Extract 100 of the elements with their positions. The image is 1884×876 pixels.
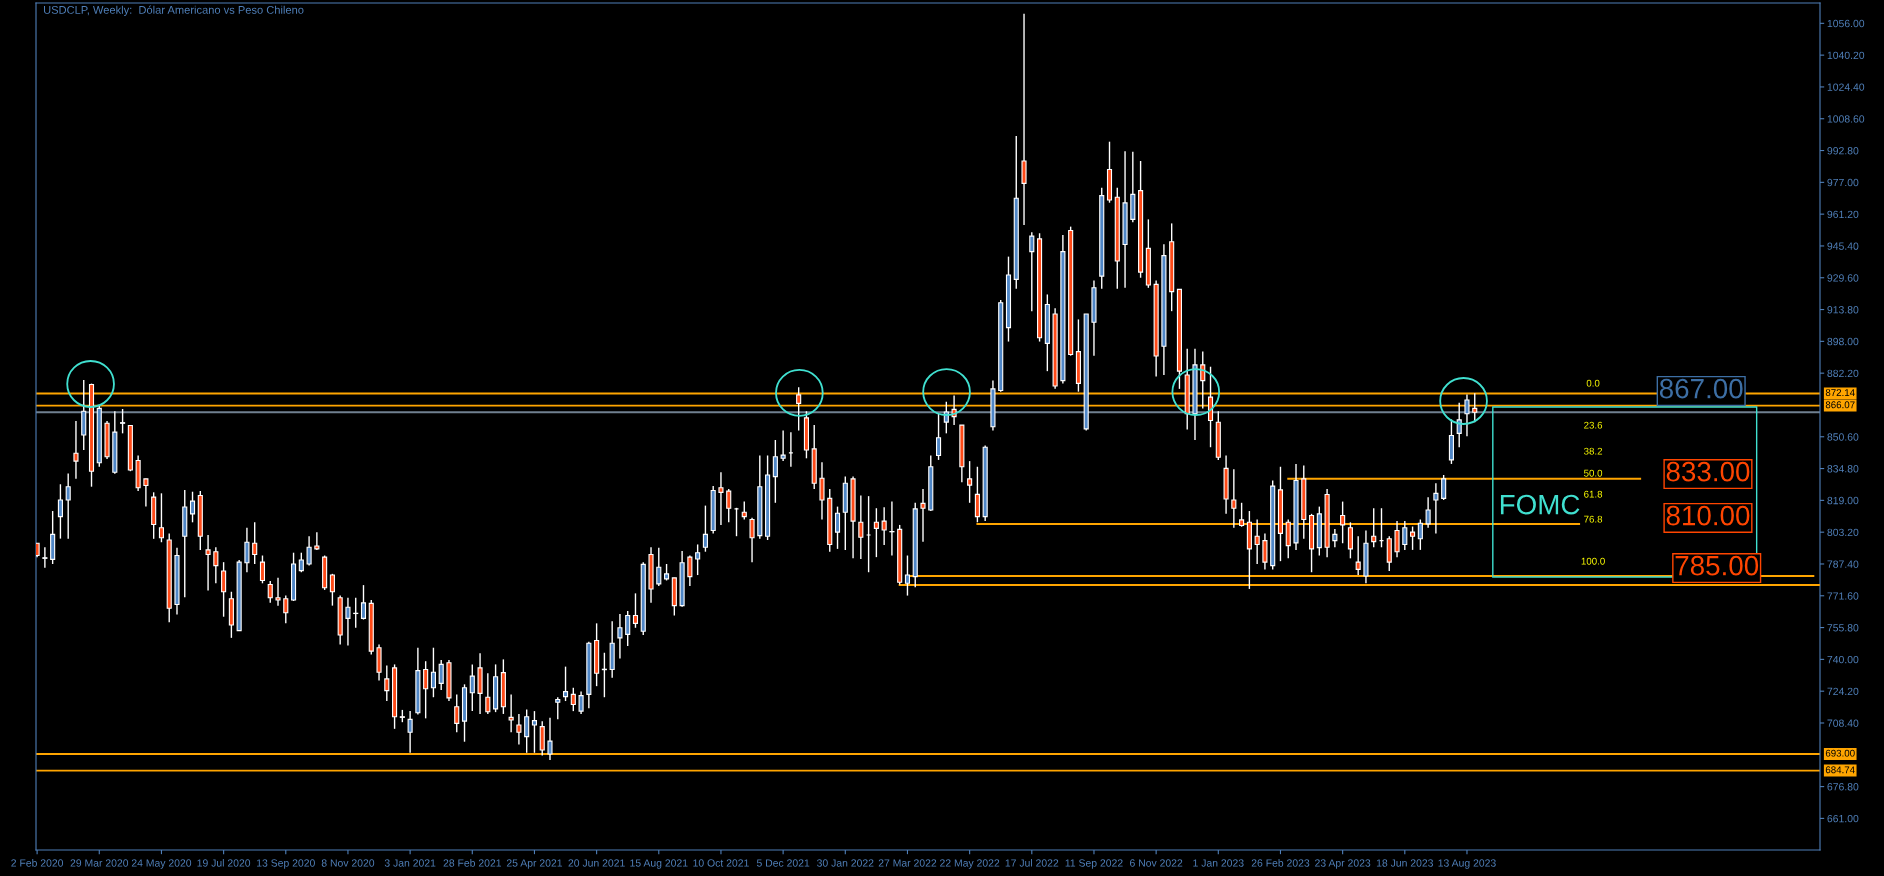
candlestick (423, 660, 429, 720)
candlestick (617, 613, 623, 660)
annotation: 76.8 (1584, 515, 1603, 523)
x-tick-label: 20 Jun 2021 (568, 859, 625, 867)
y-tick-label: 945.40 (1827, 242, 1859, 250)
candlestick (656, 546, 662, 587)
y-tick-label: 676.80 (1827, 783, 1859, 791)
annotation: 50.0 (1584, 469, 1603, 477)
candlestick (570, 687, 576, 712)
candlestick (539, 720, 545, 757)
candlestick (1472, 392, 1478, 423)
candlestick (1231, 468, 1237, 529)
candlestick (360, 584, 367, 621)
candlestick (1355, 535, 1361, 576)
annotation: 867.00 (1659, 378, 1743, 399)
x-tick-label: 29 Mar 2020 (70, 859, 129, 867)
y-tick-label: 913.80 (1827, 306, 1859, 314)
candlestick (1239, 502, 1245, 528)
candlestick (329, 573, 335, 607)
ref-line-label: 693.00 (1825, 749, 1855, 757)
candlestick (625, 610, 631, 647)
candlestick (306, 535, 312, 567)
x-tick-label: 2 Feb 2020 (11, 859, 64, 867)
candlestick (1402, 520, 1408, 551)
candlestick (780, 429, 786, 462)
candlestick (974, 466, 980, 524)
y-tick-label: 819.00 (1827, 496, 1859, 505)
x-tick-label: 5 Dec 2021 (756, 859, 810, 867)
candlestick (1464, 393, 1470, 437)
x-tick-label: 28 Feb 2021 (443, 859, 502, 867)
candlestick (275, 577, 281, 607)
y-tick-label: 898.00 (1827, 337, 1859, 346)
y-tick-label: 929.60 (1827, 274, 1859, 282)
x-tick-label: 8 Nov 2020 (321, 859, 375, 867)
candlestick (578, 690, 584, 715)
candlestick (1417, 518, 1423, 551)
x-tick-label: 25 Apr 2021 (506, 859, 563, 869)
candlestick (935, 413, 942, 461)
candlestick (834, 505, 841, 550)
candlestick (796, 386, 802, 432)
y-tick-label: 787.40 (1827, 560, 1859, 568)
candlestick (1021, 13, 1027, 226)
candlestick (42, 546, 48, 569)
candlestick (283, 594, 289, 625)
y-tick-label: 1040.20 (1827, 51, 1865, 60)
candlestick (1441, 474, 1447, 501)
x-tick-label: 3 Jan 2021 (384, 859, 436, 867)
candlestick (120, 408, 126, 435)
y-tick-label: 1056.00 (1827, 19, 1865, 28)
x-tick-label: 11 Sep 2022 (1065, 859, 1123, 869)
y-tick-label: 834.80 (1827, 465, 1859, 473)
candlestick (1433, 482, 1439, 535)
candlestick (252, 521, 258, 565)
candlestick (485, 672, 491, 715)
x-tick-label: 13 Sep 2020 (257, 859, 315, 869)
candlestick (1029, 231, 1035, 312)
candlestick (718, 471, 724, 526)
candlestick (524, 708, 530, 754)
y-tick-label: 1024.40 (1827, 83, 1865, 91)
y-tick-label: 740.00 (1827, 655, 1859, 664)
candlestick (1285, 518, 1291, 560)
y-tick-label: 755.80 (1827, 624, 1859, 632)
x-tick-label: 18 Jun 2023 (1376, 859, 1434, 867)
candlestick (858, 494, 864, 560)
candlestick (881, 506, 887, 546)
candlestick (920, 488, 926, 543)
candlestick (1386, 535, 1392, 572)
candlestick (555, 696, 561, 721)
y-tick-label: 724.20 (1827, 687, 1859, 696)
y-tick-label: 882.20 (1827, 369, 1859, 378)
x-tick-label: 1 Jan 2023 (1193, 859, 1244, 867)
candlestick (158, 492, 164, 543)
candlestick (1207, 366, 1214, 448)
candlestick (726, 488, 732, 524)
candlestick (1340, 500, 1346, 544)
y-tick-label: 992.80 (1827, 147, 1859, 155)
x-tick-label: 27 Mar 2022 (878, 859, 937, 867)
annotation: 38.2 (1583, 447, 1603, 455)
candlestick (384, 664, 390, 702)
annotation: FOMC (1500, 494, 1580, 515)
chart-title: USDCLP, Weekly: Dólar Americano vs Peso Chileno (43, 5, 304, 17)
candlestick (221, 561, 227, 618)
candlestick (259, 554, 266, 584)
x-tick-label: 10 Oct 2021 (693, 859, 749, 867)
candlestick (547, 717, 553, 761)
candlestick (81, 379, 87, 451)
candlestick (353, 597, 359, 629)
candlestick (531, 710, 538, 754)
annotation: 833.00 (1666, 461, 1750, 482)
x-tick-label: 13 Aug 2023 (1438, 859, 1496, 869)
y-tick-label: 850.60 (1827, 433, 1859, 441)
candlestick (244, 527, 250, 573)
candlestick (702, 504, 708, 553)
candlestick (298, 552, 304, 573)
ref-line-label: 684.74 (1825, 766, 1855, 774)
candlestick (189, 491, 196, 524)
candlestick (57, 483, 63, 540)
y-tick-label: 977.00 (1827, 178, 1859, 187)
candlestick (889, 500, 895, 557)
y-tick-label: 708.40 (1827, 719, 1859, 727)
